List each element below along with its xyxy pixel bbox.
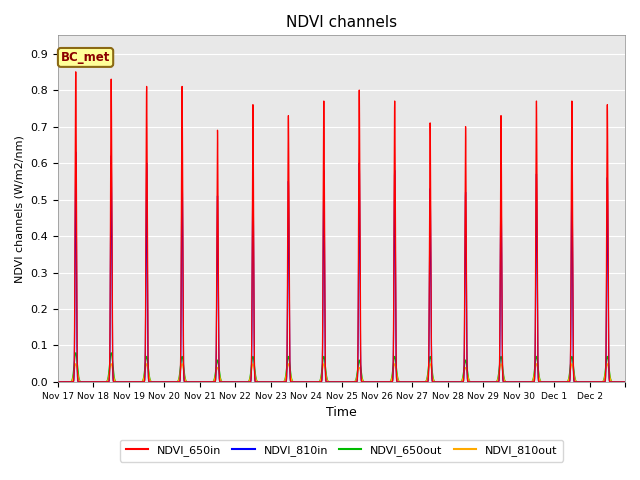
NDVI_810out xyxy=(506,379,513,385)
NDVI_650in xyxy=(621,379,629,385)
NDVI_650out xyxy=(558,379,566,385)
NDVI_650out xyxy=(506,379,513,385)
NDVI_810out xyxy=(520,379,527,385)
NDVI_650out xyxy=(520,379,527,385)
Title: NDVI channels: NDVI channels xyxy=(286,15,397,30)
NDVI_650in xyxy=(520,379,527,385)
X-axis label: Time: Time xyxy=(326,406,357,419)
NDVI_650in xyxy=(558,379,566,385)
Text: BC_met: BC_met xyxy=(61,51,110,64)
NDVI_810in xyxy=(558,379,566,385)
NDVI_650out xyxy=(111,374,118,380)
Y-axis label: NDVI channels (W/m2/nm): NDVI channels (W/m2/nm) xyxy=(15,135,25,283)
NDVI_650out xyxy=(598,379,606,385)
NDVI_810in xyxy=(621,379,629,385)
NDVI_810out xyxy=(111,376,118,382)
NDVI_810in xyxy=(54,379,62,385)
NDVI_810in xyxy=(506,379,513,385)
NDVI_810in xyxy=(598,379,606,385)
NDVI_810in xyxy=(72,149,79,155)
NDVI_650out xyxy=(198,379,205,385)
NDVI_810out xyxy=(558,379,566,385)
Legend: NDVI_650in, NDVI_810in, NDVI_650out, NDVI_810out: NDVI_650in, NDVI_810in, NDVI_650out, NDV… xyxy=(120,440,563,462)
NDVI_650out xyxy=(72,350,79,356)
NDVI_650out xyxy=(54,379,62,385)
Line: NDVI_650out: NDVI_650out xyxy=(58,353,625,382)
NDVI_810out xyxy=(598,379,606,385)
Line: NDVI_650in: NDVI_650in xyxy=(58,72,625,382)
NDVI_650in xyxy=(506,379,513,385)
NDVI_810out xyxy=(198,379,205,385)
NDVI_650in xyxy=(198,379,205,385)
NDVI_810in xyxy=(111,379,118,385)
NDVI_810out xyxy=(621,379,629,385)
NDVI_810out xyxy=(54,379,62,385)
NDVI_650in xyxy=(598,379,606,385)
NDVI_650in xyxy=(54,379,62,385)
NDVI_810in xyxy=(198,379,205,385)
NDVI_650in xyxy=(111,379,118,385)
NDVI_650in xyxy=(72,69,79,75)
NDVI_650out xyxy=(621,379,629,385)
NDVI_810out xyxy=(72,361,79,367)
Line: NDVI_810in: NDVI_810in xyxy=(58,152,625,382)
Line: NDVI_810out: NDVI_810out xyxy=(58,364,625,382)
NDVI_810in xyxy=(520,379,527,385)
